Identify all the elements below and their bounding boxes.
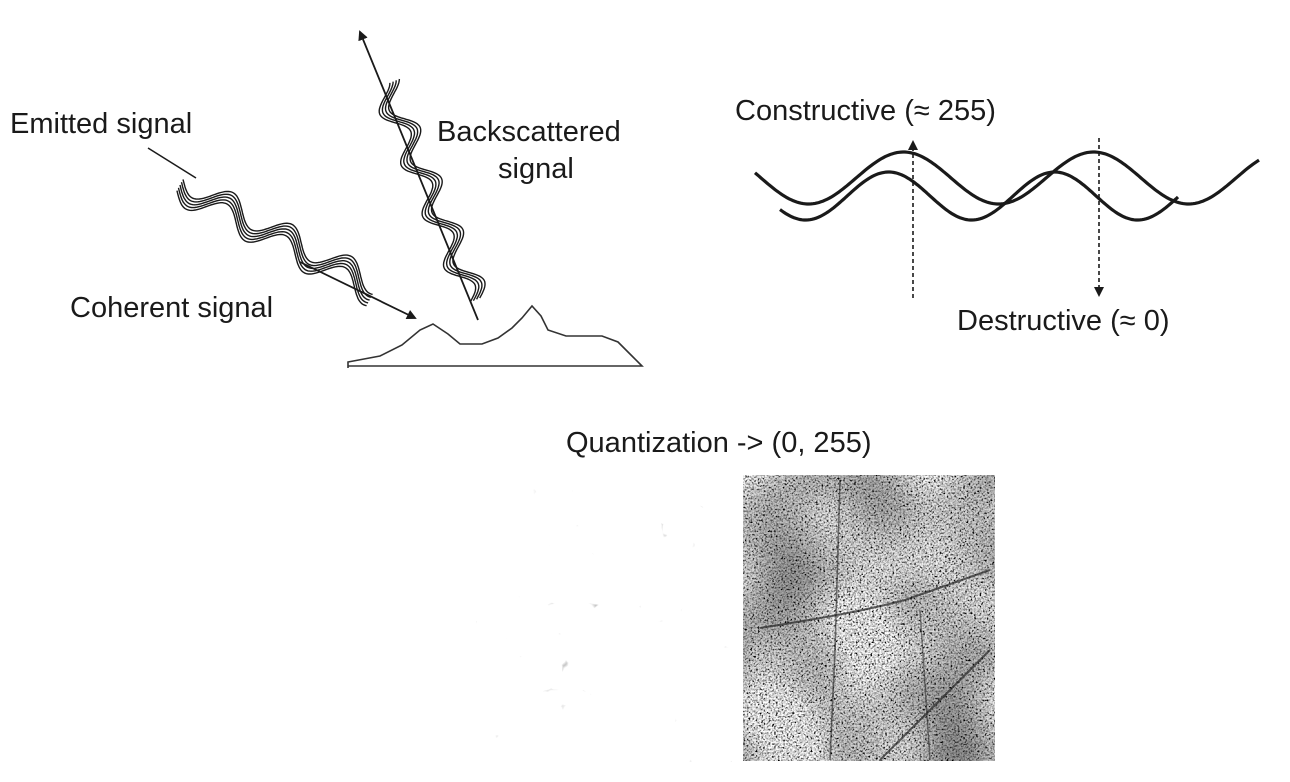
emitted-arrow: [299, 261, 417, 319]
backscattered-wave-bundle: [378, 78, 486, 303]
terrain-profile: [347, 304, 644, 368]
emitted-leader-line: [147, 147, 197, 179]
emitted-wave-strand-2: [180, 182, 372, 298]
backscattered-wave-strand-2: [381, 81, 480, 302]
backscattered-wave-strand-3: [384, 80, 483, 300]
emitted-wave-strand-4: [177, 187, 369, 304]
interference-wave-b: [779, 170, 1180, 222]
backscattered-arrow: [358, 30, 479, 321]
coherent-signal-label: Coherent signal: [70, 292, 273, 324]
interference-wave-a: [753, 150, 1260, 206]
emitted-wave-strand-5: [176, 190, 367, 307]
backscattered-wave-strand-1: [378, 82, 477, 303]
constructive-label: Constructive (≈ 255): [735, 95, 996, 127]
emitted-wave-strand-3: [179, 184, 370, 301]
emitted-signal-label: Emitted signal: [10, 108, 192, 140]
backscattered-label-line1: Backscattered: [437, 116, 621, 148]
emitted-wave-bundle: [176, 179, 373, 307]
backscattered-label-line2: signal: [498, 153, 574, 185]
quantization-label: Quantization -> (0, 255): [566, 427, 871, 459]
speckle-panel-low-res: [476, 472, 732, 762]
destructive-label: Destructive (≈ 0): [957, 305, 1170, 337]
speckle-panel-high-res: [743, 475, 995, 761]
emitted-wave-strand-1: [182, 179, 373, 296]
backscattered-wave-strand-4: [387, 78, 486, 299]
